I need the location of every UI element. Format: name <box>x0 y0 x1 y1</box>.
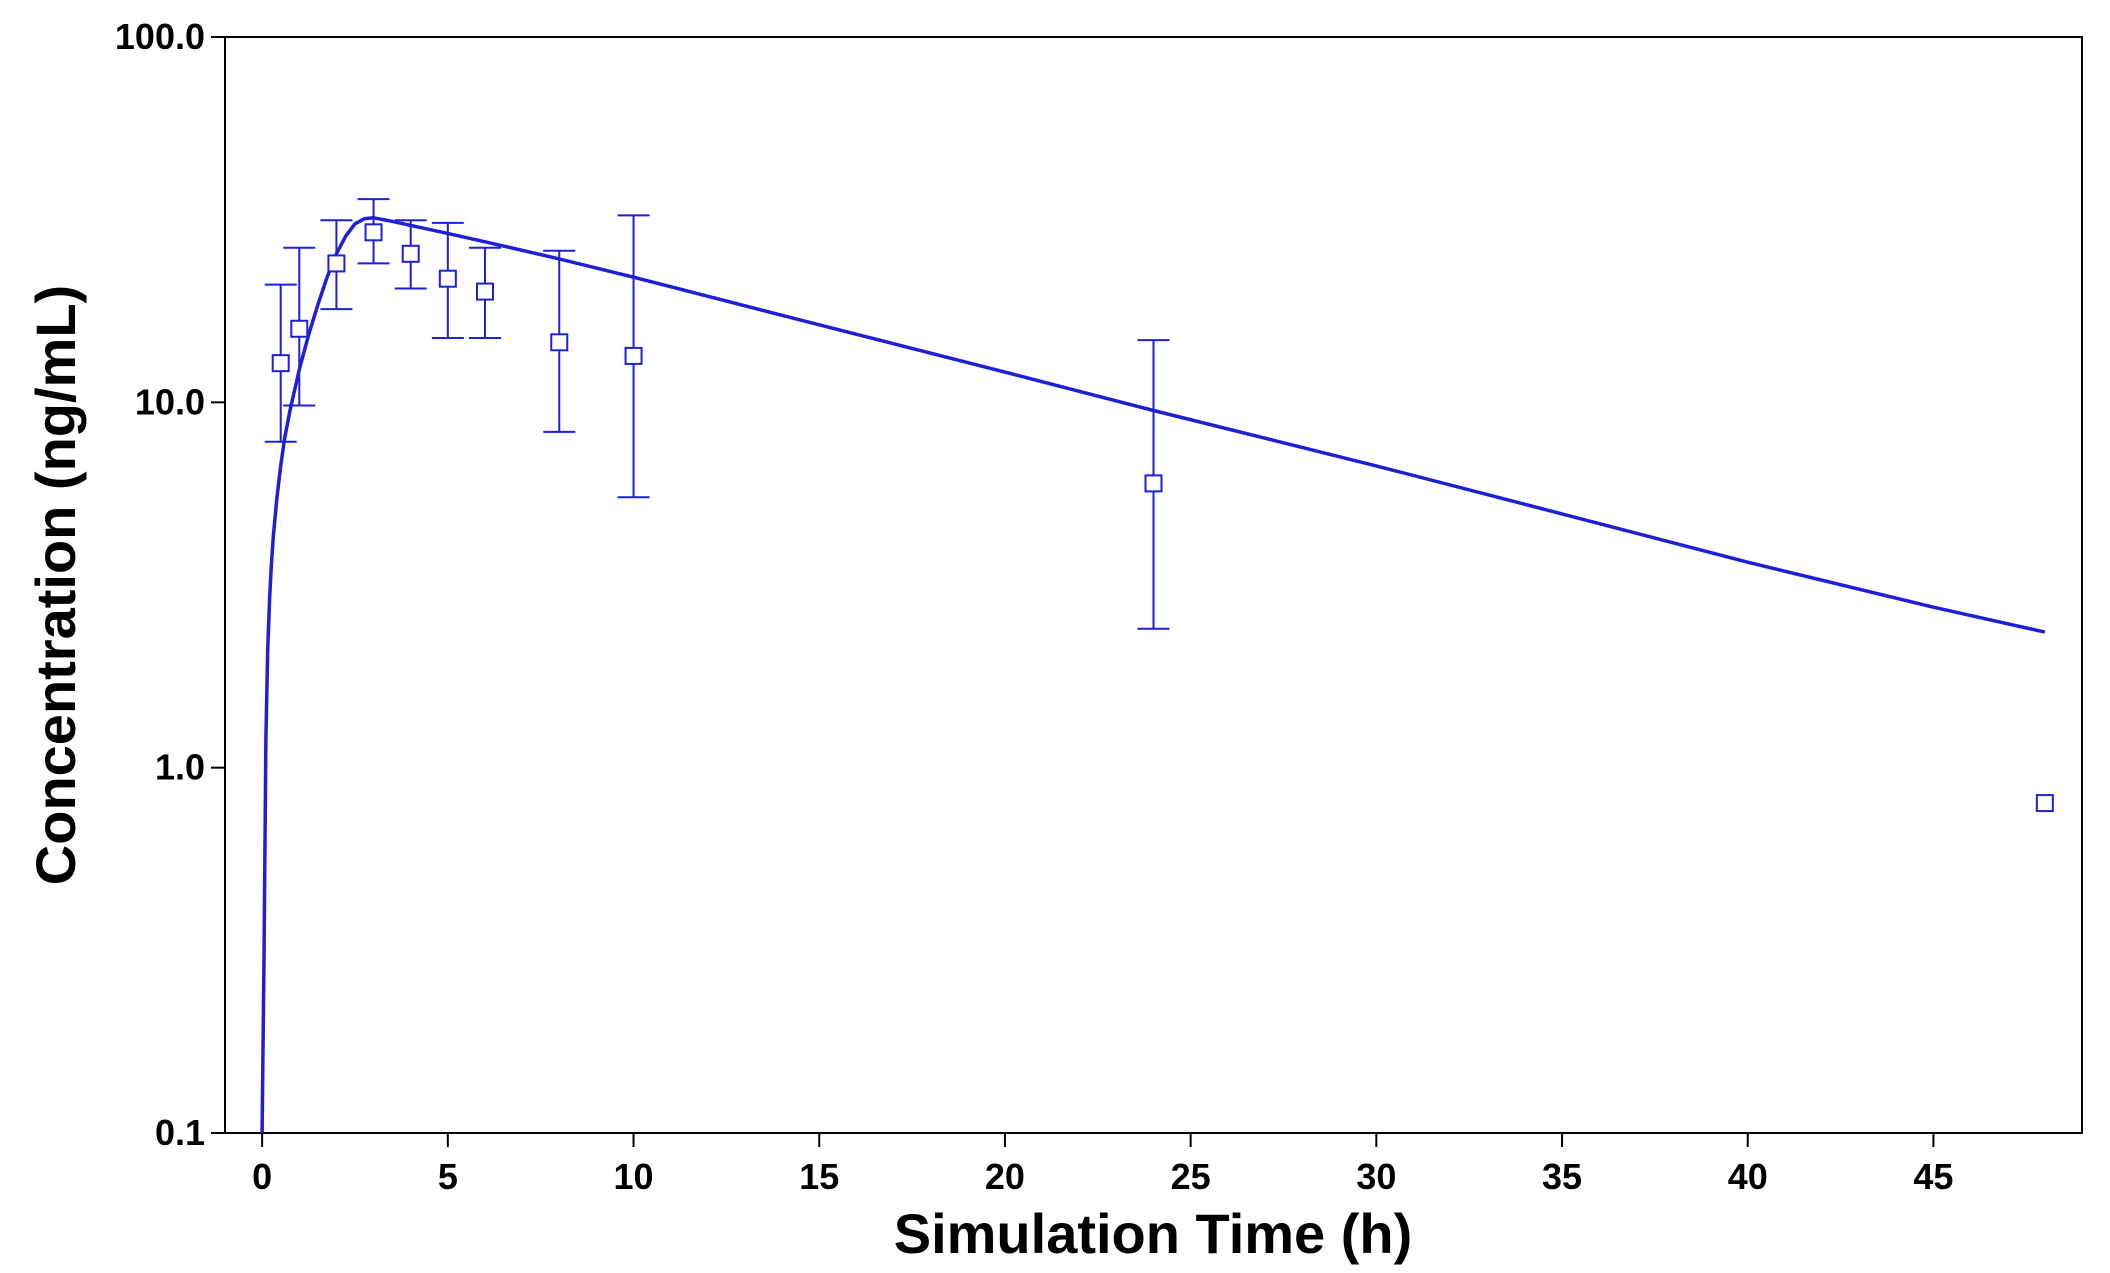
plot-frame <box>224 36 2083 1134</box>
y-tick-label: 1.0 <box>155 747 205 788</box>
x-tick-label: 20 <box>985 1156 1025 1197</box>
x-tick-label: 40 <box>1728 1156 1768 1197</box>
observed-data-point <box>327 254 346 273</box>
x-tick-label: 45 <box>1913 1156 1953 1197</box>
x-tick-label: 35 <box>1542 1156 1582 1197</box>
x-axis: 0 5 10 15 20 25 30 35 40 45 <box>252 1133 1953 1197</box>
simulated-concentration-line <box>260 216 2046 1134</box>
y-axis-title: Concentration (ng/mL) <box>24 285 87 885</box>
observed-data-point <box>624 346 643 365</box>
observed-data-point <box>438 269 457 288</box>
observed-series <box>264 198 2054 813</box>
x-axis-title: Simulation Time (h) <box>894 1202 1413 1265</box>
simulated-series <box>260 216 2046 1134</box>
observed-data-point <box>401 244 420 263</box>
y-tick-label: 0.1 <box>155 1112 205 1153</box>
x-tick-label: 10 <box>614 1156 654 1197</box>
y-tick-label: 100.0 <box>115 16 205 57</box>
x-tick-label: 25 <box>1171 1156 1211 1197</box>
observed-data-point <box>290 319 309 338</box>
y-tick-label: 10.0 <box>135 381 205 422</box>
observed-data-point <box>475 282 494 301</box>
observed-data-point <box>364 223 383 242</box>
x-tick-label: 30 <box>1356 1156 1396 1197</box>
x-tick-label: 5 <box>438 1156 458 1197</box>
observed-data-point <box>271 354 290 373</box>
observed-data-point <box>550 333 569 352</box>
observed-data-point <box>2035 794 2054 813</box>
observed-data-point <box>1144 474 1163 493</box>
y-axis: 0.1 1.0 10.0 100.0 <box>115 16 225 1153</box>
x-tick-label: 0 <box>252 1156 272 1197</box>
x-tick-label: 15 <box>799 1156 839 1197</box>
